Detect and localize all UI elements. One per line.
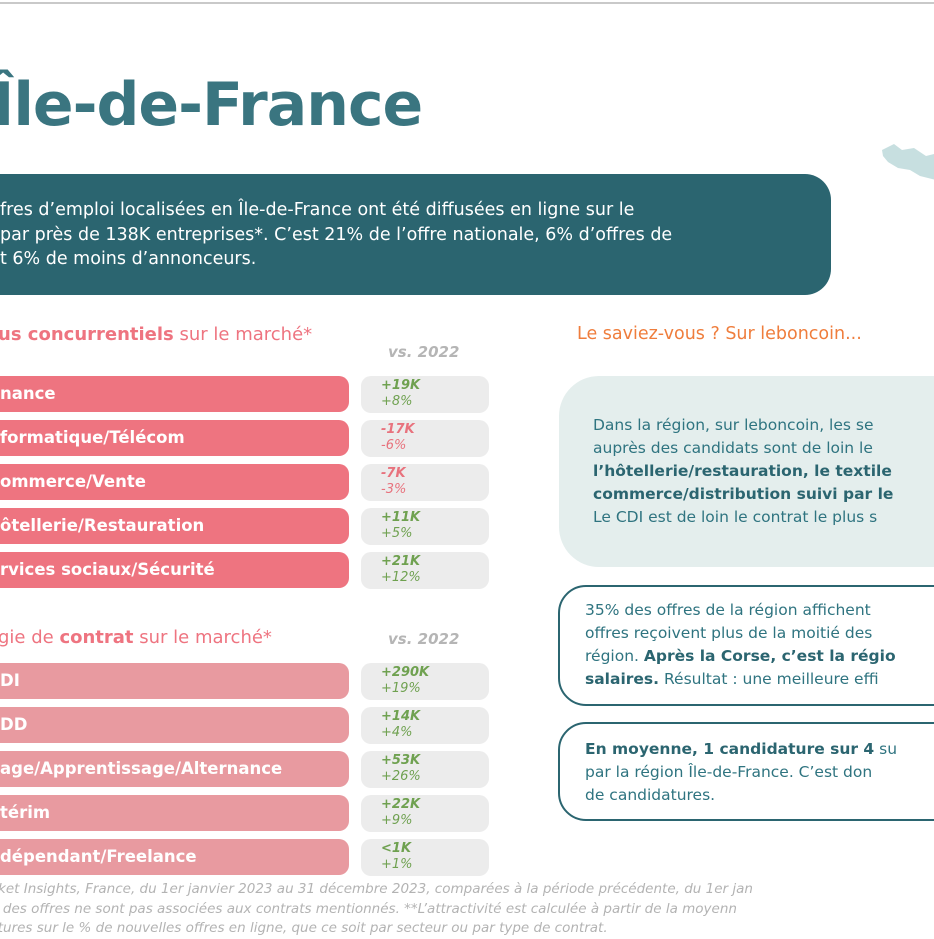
box-line: l’hôtellerie/restauration, le textile: [593, 462, 892, 480]
change-percent: +1%: [381, 857, 413, 872]
sectors-bar: nance: [0, 376, 349, 412]
bar-label: DI: [0, 671, 20, 690]
info-box-salaries: 35% des offres de la région affichent of…: [558, 585, 934, 706]
contracts-bar: DI: [0, 663, 349, 699]
top-divider: [0, 2, 934, 4]
change-percent: +4%: [381, 725, 413, 740]
contracts-bar: dépendant/Freelance: [0, 839, 349, 875]
change-percent: +5%: [381, 526, 413, 541]
box-line: 35% des offres de la région affichent: [585, 601, 871, 619]
intro-box: fres d’emploi localisées en Île-de-Franc…: [0, 174, 831, 295]
bar-label: ommerce/Vente: [0, 472, 146, 491]
box-line: région. Après la Corse, c’est la régio: [585, 647, 896, 665]
sectors-change-box: +11K +5%: [361, 508, 489, 545]
saviez-heading: Le saviez-vous ? Sur leboncoin...: [577, 324, 862, 344]
bar-label: formatique/Télécom: [0, 428, 185, 447]
box-line: commerce/distribution suivi par le: [593, 485, 894, 503]
sectors-bar: ommerce/Vente: [0, 464, 349, 500]
contracts-change-box: +53K +26%: [361, 751, 489, 788]
info-box-applications: En moyenne, 1 candidature sur 4 su par l…: [558, 722, 934, 821]
bar-label: DD: [0, 715, 28, 734]
box-line: salaires. Résultat : une meilleure effi: [585, 670, 879, 688]
bar-label: rvices sociaux/Sécurité: [0, 560, 215, 579]
intro-line: t 6% de moins d’annonceurs.: [0, 249, 257, 269]
sectors-vs-label: vs. 2022: [388, 343, 460, 361]
contracts-change-box: +290K +19%: [361, 663, 489, 700]
intro-line: fres d’emploi localisées en Île-de-Franc…: [0, 200, 635, 220]
change-count: -7K: [381, 466, 406, 481]
contracts-bar: térim: [0, 795, 349, 831]
change-percent: +12%: [381, 570, 421, 585]
change-percent: -3%: [381, 482, 407, 497]
contracts-change-box: +14K +4%: [361, 707, 489, 744]
sectors-bar: rvices sociaux/Sécurité: [0, 552, 349, 588]
contracts-vs-label: vs. 2022: [388, 630, 460, 648]
change-percent: +9%: [381, 813, 413, 828]
change-percent: +8%: [381, 394, 413, 409]
box-line: offres reçoivent plus de la moitié des: [585, 624, 873, 642]
change-count: +22K: [381, 797, 421, 812]
sectors-change-box: -7K -3%: [361, 464, 489, 501]
change-percent: +19%: [381, 681, 421, 696]
contracts-bar: age/Apprentissage/Alternance: [0, 751, 349, 787]
change-count: -17K: [381, 422, 415, 437]
box-line: En moyenne, 1 candidature sur 4 su: [585, 740, 898, 758]
sectors-change-box: +19K +8%: [361, 376, 489, 413]
change-count: +19K: [381, 378, 421, 393]
bar-label: nance: [0, 384, 56, 403]
box-line: de candidatures.: [585, 786, 716, 804]
change-percent: -6%: [381, 438, 407, 453]
sectors-change-box: +21K +12%: [361, 552, 489, 589]
change-count: +14K: [381, 709, 421, 724]
change-percent: +26%: [381, 769, 421, 784]
box-line: par la région Île-de-France. C’est don: [585, 763, 873, 781]
bar-label: age/Apprentissage/Alternance: [0, 759, 283, 778]
sectors-change-box: -17K -6%: [361, 420, 489, 457]
info-box-sectors: Dans la région, sur leboncoin, les se au…: [559, 376, 934, 567]
box-line: auprès des candidats sont de loin le: [593, 439, 873, 457]
page-title: Île-de-France: [0, 70, 423, 140]
change-count: +11K: [381, 510, 421, 525]
sectors-heading: us concurrentiels sur le marché*: [0, 324, 313, 345]
sectors-bar: ôtellerie/Restauration: [0, 508, 349, 544]
contracts-bar: DD: [0, 707, 349, 743]
footnote-line: 2. 4% des offres ne sont pas associées a…: [0, 900, 737, 917]
intro-line: par près de 138K entreprises*. C’est 21%…: [0, 224, 673, 245]
change-count: +290K: [381, 665, 430, 680]
change-count: +53K: [381, 753, 421, 768]
box-line: Le CDI est de loin le contrat le plus s: [593, 508, 878, 526]
bar-label: ôtellerie/Restauration: [0, 516, 205, 535]
footnote: o Market Insights, France, du 1er janvie…: [0, 880, 753, 939]
region-map-icon: [882, 144, 934, 180]
footnote-line: ndidatures sur le % de nouvelles offres …: [0, 920, 608, 936]
box-line: Dans la région, sur leboncoin, les se: [593, 416, 874, 434]
change-count: +21K: [381, 554, 421, 569]
bar-label: dépendant/Freelance: [0, 847, 197, 866]
contracts-change-box: +22K +9%: [361, 795, 489, 832]
bar-label: térim: [0, 803, 51, 822]
contracts-change-box: <1K +1%: [361, 839, 489, 876]
sectors-bar: formatique/Télécom: [0, 420, 349, 456]
footnote-line: o Market Insights, France, du 1er janvie…: [0, 881, 753, 897]
contracts-heading: gie de contrat sur le marché*: [0, 627, 272, 648]
change-count: <1K: [381, 841, 412, 856]
